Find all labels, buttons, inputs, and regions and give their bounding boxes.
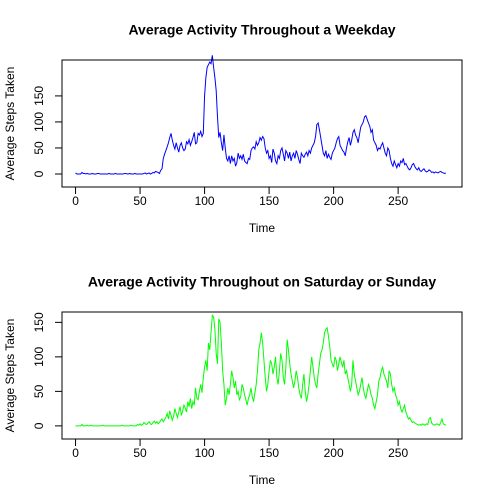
x-tick-label: 50 xyxy=(133,194,147,208)
x-tick-label: 250 xyxy=(388,194,408,208)
plot-frame xyxy=(61,311,463,440)
x-axis-label: Time xyxy=(249,473,276,487)
y-tick-label: 50 xyxy=(32,141,46,155)
x-tick-label: 150 xyxy=(259,194,279,208)
x-tick-label: 150 xyxy=(259,446,279,460)
plot-frame xyxy=(61,59,463,188)
y-tick-label: 50 xyxy=(32,384,46,398)
y-tick-label: 0 xyxy=(32,422,46,429)
x-tick-label: 50 xyxy=(133,446,147,460)
y-tick-label: 100 xyxy=(32,112,46,132)
x-tick-label: 100 xyxy=(195,194,215,208)
y-tick-label: 150 xyxy=(32,312,46,332)
y-tick-label: 0 xyxy=(32,170,46,177)
x-axis-label: Time xyxy=(249,221,276,235)
x-tick-label: 0 xyxy=(72,446,79,460)
x-tick-label: 250 xyxy=(388,446,408,460)
y-tick-label: 150 xyxy=(32,86,46,106)
y-tick-label: 100 xyxy=(32,347,46,367)
chart-title: Average Activity Throughout on Saturday … xyxy=(88,274,436,290)
x-tick-label: 200 xyxy=(324,446,344,460)
data-line xyxy=(75,314,447,427)
x-tick-label: 0 xyxy=(72,194,79,208)
chart-title: Average Activity Throughout a Weekday xyxy=(128,22,395,38)
y-axis-label: Average Steps Taken xyxy=(3,67,17,181)
x-tick-label: 200 xyxy=(324,194,344,208)
y-axis-label: Average Steps Taken xyxy=(3,319,17,433)
data-line xyxy=(75,55,447,175)
x-tick-label: 100 xyxy=(195,446,215,460)
